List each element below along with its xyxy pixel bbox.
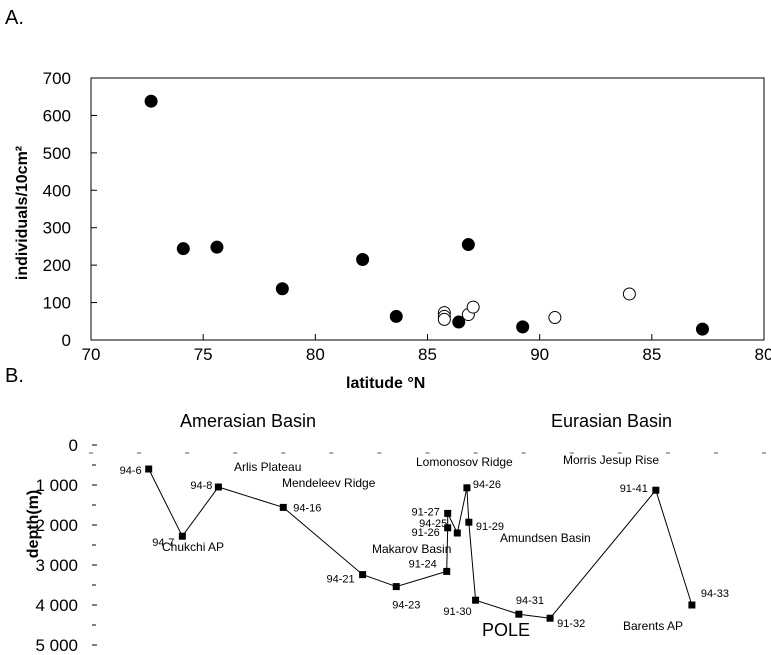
panel-a-y-axis-title: individuals/10cm² (14, 146, 31, 280)
station-marker (279, 503, 287, 511)
station-marker (463, 484, 471, 492)
filled-data-point (452, 315, 466, 329)
panel-b-y-axis: 0 1 000 2 000 3 000 4 000 5 000 (35, 436, 97, 655)
panel-a-label: A. (5, 7, 24, 29)
panel-a-x-axis-title: latitude °N (346, 375, 425, 392)
filled-data-point (356, 253, 370, 267)
open-data-point (466, 300, 480, 314)
filled-data-point (389, 309, 403, 323)
y-tick-label: 600 (43, 106, 71, 125)
station-marker (688, 601, 696, 609)
station-label: 91-24 (409, 558, 437, 570)
station-marker (443, 567, 451, 575)
x-tick-label: 70 (82, 345, 101, 364)
open-data-point (622, 287, 636, 301)
feature-label-chukchi-ap: Chukchi AP (162, 540, 224, 554)
station-marker (214, 483, 222, 491)
y-tick-label: 100 (43, 294, 71, 313)
station-marker (145, 465, 153, 473)
x-tick-label: 80 (306, 345, 325, 364)
station-label: 91-41 (620, 483, 648, 495)
open-data-point (548, 311, 562, 325)
station-label: 94-8 (190, 480, 212, 492)
y-tick-label: 500 (43, 144, 71, 163)
filled-data-point (461, 238, 475, 252)
y-tick-label: 300 (43, 219, 71, 238)
feature-label-morris-jesup-rise: Morris Jesup Rise (563, 453, 659, 467)
filled-data-point (144, 94, 158, 108)
pole-label: POLE (482, 620, 530, 640)
station-label: 94-25 (419, 518, 447, 530)
filled-data-point (275, 282, 289, 296)
y-tick-label: 3 000 (35, 556, 78, 575)
station-label: 91-32 (557, 618, 585, 630)
station-marker (444, 509, 452, 517)
y-tick-label: 1 000 (35, 476, 78, 495)
station-label: 94-33 (701, 588, 729, 600)
station-marker (546, 614, 554, 622)
open-data-point (437, 312, 451, 326)
y-tick-label: 700 (43, 69, 71, 88)
station-label: 91-29 (476, 521, 504, 533)
y-tick-label: 4 000 (35, 596, 78, 615)
filled-data-point (695, 322, 709, 336)
station-marker (444, 524, 452, 532)
y-tick-label: 5 000 (35, 636, 78, 655)
panel-b-label: B. (5, 365, 24, 387)
station-label: 94-21 (326, 574, 354, 586)
station-marker (472, 596, 480, 604)
region-label-amerasian: Amerasian Basin (180, 411, 316, 431)
station-label: 91-26 (412, 527, 440, 539)
feature-label-barents-ap: Barents AP (623, 619, 683, 633)
x-tick-label: 85 (418, 345, 437, 364)
y-tick-label: 0 (69, 436, 78, 455)
panel-b-y-axis-title: depth(m) (25, 490, 42, 558)
panel-a-plot-frame (90, 77, 765, 341)
station-marker (515, 610, 523, 618)
station-marker (392, 583, 400, 591)
panel-b-stations (145, 465, 696, 622)
panel-a-points (144, 94, 709, 336)
station-marker (652, 486, 660, 494)
station-label: 91-27 (412, 506, 440, 518)
filled-data-point (176, 242, 190, 256)
y-tick-label: 200 (43, 256, 71, 275)
feature-label-arlis-plateau: Arlis Plateau (234, 460, 301, 474)
station-label: 94-6 (120, 465, 142, 477)
x-tick-label: 80 (755, 345, 771, 364)
station-label: 94-23 (392, 600, 420, 612)
station-marker (178, 532, 186, 540)
region-label-eurasian: Eurasian Basin (551, 411, 672, 431)
y-tick-label: 0 (62, 331, 71, 350)
panel-b-station-labels: 94-6 94-7 94-8 94-16 94-21 94-23 91-24 91-26 91-… (120, 465, 729, 630)
station-marker (453, 529, 461, 537)
x-tick-label: 90 (530, 345, 549, 364)
feature-label-makarov-basin: Makarov Basin (372, 542, 451, 556)
station-label: 94-26 (473, 479, 501, 491)
station-label: 94-7 (152, 537, 174, 549)
station-marker (359, 571, 367, 579)
y-tick-label: 400 (43, 181, 71, 200)
feature-label-lomonosov-ridge: Lomonosov Ridge (416, 455, 513, 469)
feature-label-mendeleev-ridge: Mendeleev Ridge (282, 476, 376, 490)
station-label: 94-31 (516, 595, 544, 607)
station-marker (465, 518, 473, 526)
station-label: 91-30 (443, 606, 471, 618)
y-tick-label: 2 000 (35, 516, 78, 535)
panel-a-x-axis: 70 75 80 85 90 85 80 (82, 334, 771, 364)
panel-a-y-axis: 0 100 200 300 400 500 600 700 (43, 69, 97, 350)
filled-data-point (210, 240, 224, 254)
feature-label-amundsen-basin: Amundsen Basin (500, 531, 591, 545)
filled-data-point (516, 320, 530, 334)
x-tick-label: 85 (642, 345, 661, 364)
station-label: 94-16 (293, 502, 321, 514)
x-tick-label: 75 (194, 345, 213, 364)
